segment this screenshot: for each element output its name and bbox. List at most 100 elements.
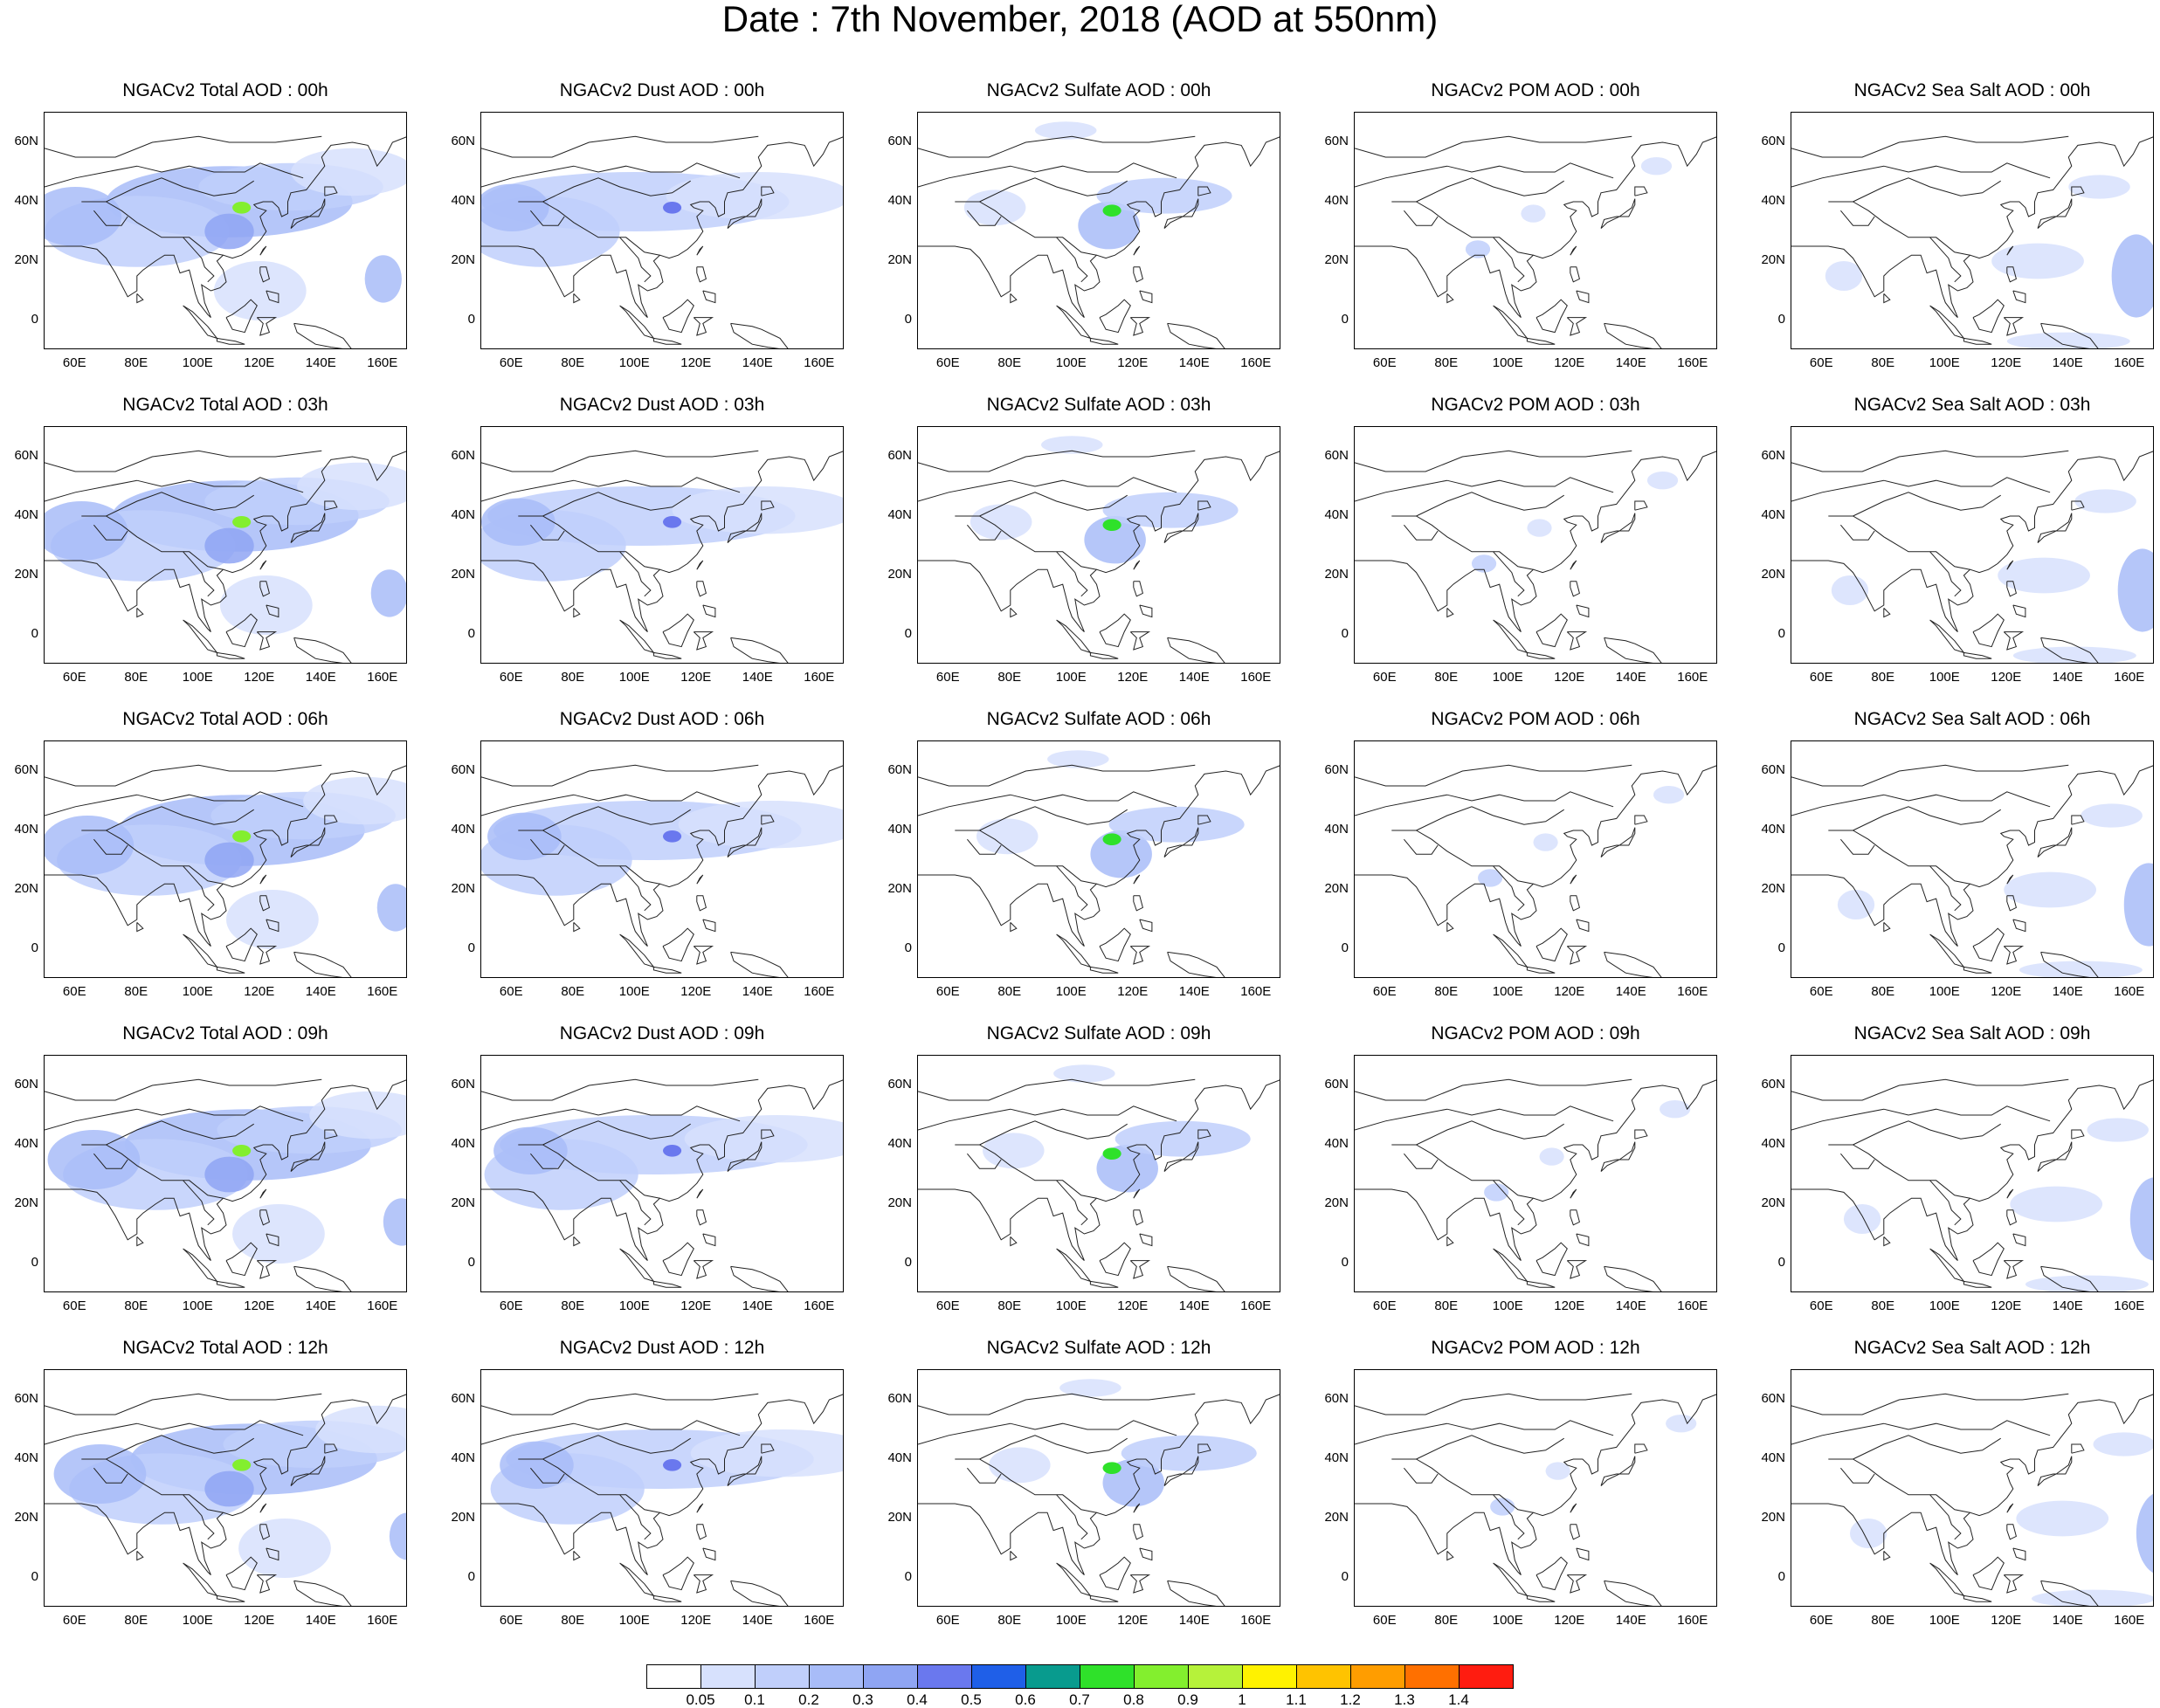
y-tick-label: 20N [14, 567, 38, 582]
coastline [1355, 1420, 1614, 1445]
x-tick-label: 160E [804, 670, 835, 685]
coastline [573, 1236, 581, 1247]
aod-plume [1478, 869, 1503, 887]
coastline [761, 500, 775, 511]
coastline [1197, 500, 1211, 511]
x-tick-label: 100E [1492, 1613, 1523, 1628]
coastline [183, 1562, 218, 1597]
panel-title: NGACv2 Dust AOD : 09h [559, 1023, 765, 1043]
y-tick-label: 20N [887, 567, 912, 582]
y-tick-label: 20N [1324, 881, 1349, 896]
coastline [45, 1420, 304, 1445]
coastline [1883, 922, 1891, 933]
y-tick-label: 40N [1761, 507, 1785, 522]
coastline [259, 1209, 270, 1226]
aod-map-panel [1791, 1369, 2154, 1607]
x-tick-label: 60E [1372, 1613, 1397, 1628]
coastline [324, 500, 338, 511]
colorbar-label: 0.9 [1177, 1691, 1198, 1708]
coastline [662, 1556, 694, 1591]
coastline [918, 450, 1196, 472]
coastline [1604, 951, 1662, 977]
coastline [45, 1078, 322, 1101]
y-tick-label: 0 [31, 1255, 38, 1270]
coastline [1133, 560, 1141, 570]
coastline [619, 1180, 652, 1226]
x-tick-label: 160E [367, 670, 398, 685]
y-tick-label: 20N [14, 881, 38, 896]
y-tick-label: 60N [451, 762, 475, 777]
x-tick-label: 60E [499, 1298, 523, 1313]
coastline [1056, 865, 1088, 912]
coastline [481, 1420, 741, 1445]
aod-map-panel [1791, 112, 2154, 349]
coastline [293, 322, 352, 348]
x-tick-label: 160E [804, 1613, 835, 1628]
coastline [1167, 637, 1225, 663]
aod-plume [1084, 516, 1146, 564]
x-tick-label: 160E [1240, 1613, 1272, 1628]
aod-plume [690, 1429, 843, 1477]
coastline [662, 299, 694, 334]
x-tick-label: 100E [618, 1298, 650, 1313]
aod-plume [1653, 786, 1685, 804]
coastline [1493, 1494, 1525, 1540]
y-tick-label: 0 [1341, 626, 1349, 641]
x-tick-label: 60E [1809, 355, 1833, 370]
coastline [652, 1594, 682, 1602]
aod-plume [481, 183, 549, 231]
colorbar-label: 1 [1238, 1691, 1246, 1708]
coastline [702, 919, 716, 933]
y-tick-label: 60N [1761, 134, 1785, 148]
y-tick-label: 0 [31, 1569, 38, 1584]
colorbar-swatch [1350, 1664, 1405, 1689]
coastline [1404, 524, 1439, 541]
coastline [45, 1394, 406, 1575]
aod-map-panel [480, 112, 844, 349]
x-tick-label: 100E [182, 670, 213, 685]
coastline [1576, 919, 1590, 933]
y-tick-label: 20N [1761, 1510, 1785, 1525]
x-tick-label: 100E [1492, 355, 1523, 370]
y-tick-label: 40N [14, 193, 38, 208]
coastline [1129, 1574, 1151, 1594]
y-tick-label: 40N [14, 1136, 38, 1151]
coastline [1391, 830, 1534, 885]
panel-title: NGACv2 Sulfate AOD : 06h [986, 709, 1211, 729]
aod-plume [1465, 240, 1491, 258]
x-tick-label: 140E [1615, 1613, 1646, 1628]
coastline [183, 933, 218, 968]
coastline [1089, 1594, 1119, 1602]
coastline [1791, 162, 2051, 188]
coastline [1929, 933, 1965, 968]
coastline [2003, 946, 2025, 965]
coastline [1570, 1188, 1577, 1199]
y-tick-label: 60N [887, 762, 912, 777]
coastline [1133, 1209, 1143, 1226]
coastline [2006, 1503, 2014, 1513]
aod-plume [678, 801, 843, 849]
aod-map-panel [1354, 112, 1717, 349]
y-tick-label: 40N [1761, 1450, 1785, 1465]
coastline [918, 162, 1177, 188]
x-tick-label: 80E [997, 1613, 1022, 1628]
coastline [1010, 608, 1018, 618]
coastline [1929, 1180, 1962, 1226]
aod-plume [232, 202, 252, 214]
coastline [1634, 186, 1648, 196]
x-tick-label: 100E [1929, 670, 1960, 685]
coastline [662, 613, 694, 648]
coastline [106, 1435, 254, 1460]
aod-plume [1837, 890, 1875, 919]
aod-plume [204, 1470, 254, 1507]
coastline [481, 1079, 843, 1261]
y-tick-label: 40N [451, 507, 475, 522]
coastline [290, 827, 326, 857]
aod-plume [376, 884, 406, 932]
y-tick-label: 40N [1324, 1450, 1349, 1465]
coastline [1133, 245, 1141, 256]
x-tick-label: 80E [997, 670, 1022, 685]
x-tick-label: 160E [1677, 1613, 1708, 1628]
aod-plume [2025, 1275, 2149, 1291]
y-tick-label: 0 [31, 626, 38, 641]
